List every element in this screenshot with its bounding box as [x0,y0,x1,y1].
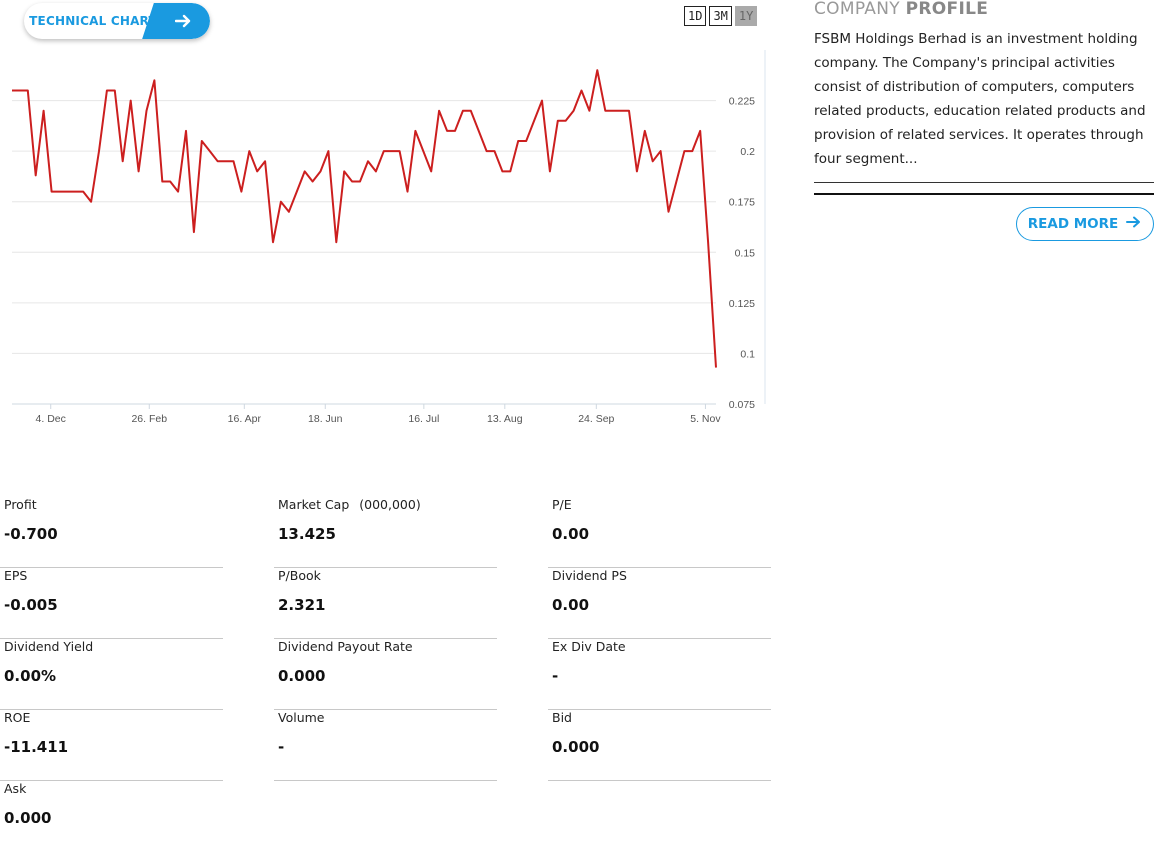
metric-label: Dividend PS [552,568,627,583]
metric-roe: ROE -11.411 [0,710,223,781]
metric-eps: EPS -0.005 [0,568,223,639]
metric-pbook: P/Book 2.321 [274,568,497,639]
price-line [12,69,717,368]
metric-value: 0.00% [4,667,57,685]
x-tick-label: 26. Feb [131,413,167,425]
profile-heading-light: COMPANY [814,0,900,19]
range-selector: 1D 3M 1Y [684,6,758,26]
metric-label: ROE [4,710,31,725]
metric-value: 0.000 [552,738,600,756]
arrow-right-icon [1126,216,1142,232]
metric-value: -0.700 [4,525,58,543]
technical-chart-button[interactable]: TECHNICAL CHART [24,3,210,39]
company-profile: COMPANY PROFILE FSBM Holdings Berhad is … [814,0,1154,241]
x-tick-label: 13. Aug [487,413,523,425]
metric-label: EPS [4,568,28,583]
y-tick-label: 0.075 [729,399,755,411]
metric-value: - [552,667,559,685]
metric-value: 0.000 [278,667,326,685]
metric-label: Ex Div Date [552,639,626,654]
profile-heading: COMPANY PROFILE [814,0,1154,20]
metric-unit: (000,000) [359,497,421,512]
price-chart: 0.225 0.2 0.175 0.15 0.125 0.1 0.075 4. Dec 26. … [12,50,766,425]
y-tick-label: 0.2 [740,146,755,158]
x-tick-label: 18. Jun [308,413,343,425]
metric-label: Dividend Payout Rate [278,639,413,654]
metric-dividend-payout-rate: Dividend Payout Rate 0.000 [274,639,497,710]
metric-dividend-yield: Dividend Yield 0.00% [0,639,223,710]
range-1d-button[interactable]: 1D [684,6,707,26]
x-tick-label: 16. Apr [228,413,262,425]
profile-description: FSBM Holdings Berhad is an investment ho… [814,31,1146,167]
metric-value: -11.411 [4,738,69,756]
metric-label: Dividend Yield [4,639,94,654]
read-more-button[interactable]: READ MORE [1016,207,1154,241]
technical-chart-label: TECHNICAL CHART [29,14,157,28]
x-tick-label: 5. Nov [690,413,721,425]
metric-dividend-ps: Dividend PS 0.00 [548,568,771,639]
metric-profit: Profit -0.700 [0,497,223,568]
metric-label: P/Book [278,568,321,583]
metric-market-cap: Market Cap (000,000) 13.425 [274,497,497,568]
metric-value: 0.000 [4,809,52,827]
metric-value: -0.005 [4,596,58,614]
y-tick-label: 0.225 [729,96,755,108]
read-more-label: READ MORE [1027,216,1119,232]
metric-bid: Bid 0.000 [548,710,771,781]
x-tick-label: 24. Sep [578,413,614,425]
metric-value: - [278,738,285,756]
x-tick-label: 16. Jul [408,413,439,425]
metric-value: 13.425 [278,525,336,543]
y-tick-label: 0.175 [729,197,755,209]
metric-volume: Volume - [274,710,497,781]
divider [814,193,1154,195]
metric-ex-div-date: Ex Div Date - [548,639,771,710]
metric-ask: Ask 0.000 [0,781,223,848]
metric-label: Bid [552,710,572,725]
metric-label: Ask [4,781,27,796]
y-tick-label: 0.15 [735,247,756,259]
range-3m-button[interactable]: 3M [709,6,732,26]
metric-label: Market Cap [278,497,350,512]
metric-value: 0.00 [552,596,590,614]
divider [814,182,1154,183]
profile-heading-bold: PROFILE [905,0,989,19]
metric-label: Volume [278,710,325,725]
y-tick-label: 0.125 [729,298,755,310]
metric-value: 0.00 [552,525,590,543]
metric-label: P/E [552,497,572,512]
range-1y-button[interactable]: 1Y [734,6,758,26]
metric-value: 2.321 [278,596,326,614]
x-tick-label: 4. Dec [36,413,66,425]
metric-label: Profit [4,497,37,512]
metric-pe: P/E 0.00 [548,497,771,568]
y-tick-label: 0.1 [740,348,755,360]
arrow-right-icon [158,3,210,39]
